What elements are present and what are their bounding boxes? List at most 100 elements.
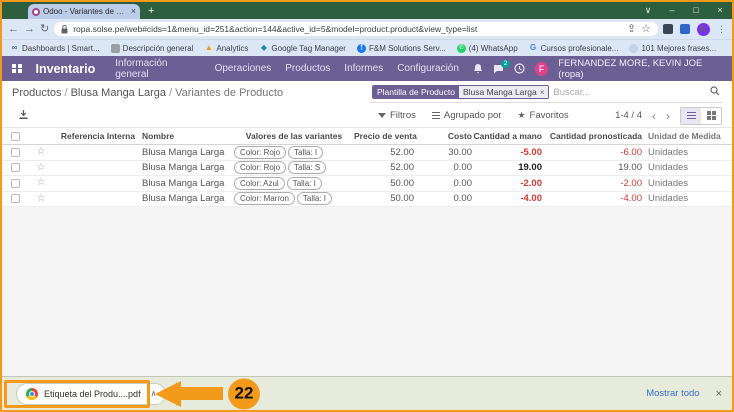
row-checkbox[interactable] [2, 163, 28, 173]
tab-close-icon[interactable]: × [130, 6, 136, 16]
browser-tab[interactable]: Odoo - Variantes de Producto × [28, 4, 140, 19]
header-cantidad-pronosticada[interactable]: Cantidad pronosticada [549, 131, 642, 141]
menu-productos[interactable]: Productos [285, 63, 331, 74]
table-row[interactable]: ☆ Blusa Manga Larga Color: Azul Talla: I … [2, 176, 732, 192]
export-download-icon[interactable] [18, 107, 29, 125]
pager-range: 1-4 / 4 [615, 110, 642, 121]
facet-remove-icon[interactable]: × [539, 87, 545, 97]
bookmark-item[interactable]: ∞ Dashboards | Smart... [11, 43, 100, 53]
tab-search-icon[interactable]: ∨ [644, 5, 652, 15]
variant-chip: Color: Marron [234, 192, 295, 206]
cell-uom: Unidades [648, 193, 689, 205]
cell-cantidad-mano: 19.00 [518, 162, 542, 174]
breadcrumb-productos[interactable]: Productos [12, 86, 62, 99]
filters-button[interactable]: Filtros [378, 110, 416, 121]
cell-costo: 0.00 [453, 177, 473, 189]
control-panel-bottom: Filtros Agrupado por ★ Favoritos 1-4 / 4 … [2, 104, 732, 128]
show-all-downloads-link[interactable]: Mostrar todo [646, 388, 700, 399]
maximize-button[interactable]: □ [693, 5, 699, 15]
bookmark-item[interactable]: ◆ Google Tag Manager [260, 43, 346, 53]
analytics-icon: ▲ [204, 43, 213, 52]
header-costo[interactable]: Costo [447, 131, 472, 141]
kanban-view-button[interactable] [701, 108, 721, 124]
optional-columns-icon[interactable]: ⋮ [730, 131, 732, 142]
browser-titlebar: Odoo - Variantes de Producto × + ∨ – □ × [2, 2, 732, 19]
back-icon[interactable]: ← [8, 22, 19, 35]
bookmark-star-icon[interactable]: ☆ [641, 22, 651, 35]
browser-profile-avatar[interactable]: K [697, 22, 710, 36]
table-row[interactable]: ☆ Blusa Manga Larga Color: Marron Talla: … [2, 192, 732, 207]
cell-nombre: Blusa Manga Larga [142, 193, 225, 205]
priority-star-icon[interactable]: ☆ [36, 146, 46, 158]
cell-pronosticada: -4.00 [620, 193, 642, 205]
download-bar-close-icon[interactable]: × [715, 387, 722, 400]
cell-cantidad-mano: -4.00 [520, 193, 542, 205]
header-precio-venta[interactable]: Precio de venta [354, 131, 417, 141]
list-view-button[interactable] [681, 107, 701, 124]
priority-star-icon[interactable]: ☆ [36, 192, 46, 204]
select-all-checkbox[interactable] [2, 131, 28, 141]
pager-previous-icon[interactable]: ‹ [652, 108, 656, 123]
cell-pronosticada: -2.00 [620, 177, 642, 189]
app-name[interactable]: Inventario [35, 61, 96, 76]
table-row[interactable]: ☆ Blusa Manga Larga Color: Rojo Talla: I … [2, 145, 732, 161]
messages-chat-icon[interactable]: 2 [493, 59, 510, 74]
bookmark-item[interactable]: Descripción general [110, 43, 193, 53]
download-chevron-icon[interactable]: ∧ [150, 389, 157, 398]
menu-operaciones[interactable]: Operaciones [214, 63, 272, 74]
row-checkbox[interactable] [2, 178, 28, 188]
user-menu[interactable]: FERNANDEZ MORE, KEVIN JOE (ropa) [558, 57, 703, 80]
notifications-bell-icon[interactable] [473, 63, 483, 74]
search-icon[interactable] [710, 83, 720, 101]
header-valores-variantes[interactable]: Valores de las variantes [245, 131, 343, 141]
extension-icon-blue[interactable] [680, 24, 690, 34]
facebook-icon: f [356, 43, 366, 53]
pager-next-icon[interactable]: › [666, 108, 670, 123]
header-cantidad-mano[interactable]: Cantidad a mano [473, 131, 542, 141]
refresh-icon[interactable]: ↻ [40, 22, 50, 35]
row-checkbox[interactable] [2, 147, 28, 157]
cell-precio: 52.00 [390, 146, 414, 158]
group-by-button[interactable]: Agrupado por [431, 110, 501, 121]
activities-clock-icon[interactable] [514, 63, 525, 74]
download-bar-right: Mostrar todo × [646, 388, 722, 400]
search-input[interactable] [553, 86, 706, 98]
forward-icon[interactable]: → [24, 22, 35, 35]
apps-menu-icon[interactable] [12, 63, 22, 74]
breadcrumb-blusa[interactable]: Blusa Manga Larga [70, 86, 166, 99]
bookmark-item[interactable]: G Cursos profesionale... [530, 43, 619, 53]
minimize-button[interactable]: – [669, 5, 675, 15]
whatsapp-icon: ✆ [456, 43, 466, 53]
variant-chip: Color: Rojo [234, 145, 287, 159]
menu-informes[interactable]: Informes [344, 63, 384, 74]
cell-costo: 0.00 [453, 193, 473, 205]
bookmark-item[interactable]: ✆ (4) WhatsApp [456, 43, 518, 53]
download-filename: Etiqueta del Produ....pdf [44, 388, 141, 399]
user-avatar[interactable]: F [534, 61, 549, 76]
row-checkbox[interactable] [2, 194, 28, 204]
bookmark-item[interactable]: ▲ Analytics [204, 43, 249, 53]
close-button[interactable]: × [717, 5, 723, 15]
priority-star-icon[interactable]: ☆ [36, 161, 46, 173]
bookmark-item[interactable]: 101 Mejores frases... [629, 43, 716, 53]
gtm-icon: ◆ [260, 43, 267, 52]
cell-nombre: Blusa Manga Larga [142, 146, 225, 158]
priority-star-icon[interactable]: ☆ [36, 177, 46, 189]
menu-informacion-general[interactable]: Información general [115, 57, 168, 80]
url-bar[interactable]: ropa.solse.pe/web#cids=1&menu_id=251&act… [54, 22, 658, 36]
table-row[interactable]: ☆ Blusa Manga Larga Color: Rojo Talla: S … [2, 161, 732, 176]
odoo-favicon [32, 7, 40, 16]
browser-menu-kebab-icon[interactable]: ⋮ [717, 23, 726, 34]
share-icon[interactable]: ⇪ [626, 22, 637, 35]
new-tab-button[interactable]: + [148, 5, 155, 17]
header-unidad-medida[interactable]: Unidad de Medida [648, 131, 721, 141]
download-item[interactable]: Etiqueta del Produ....pdf ∧ [16, 382, 167, 405]
header-nombre[interactable]: Nombre [142, 131, 175, 141]
header-referencia-interna[interactable]: Referencia Interna [60, 131, 136, 141]
menu-configuracion[interactable]: Configuración [397, 63, 459, 74]
filter-funnel-icon [378, 113, 386, 118]
favorites-button[interactable]: ★ Favoritos [517, 110, 569, 121]
extension-icon-dark[interactable] [663, 24, 673, 34]
bookmark-item[interactable]: f F&M Solutions Serv... [356, 43, 446, 53]
